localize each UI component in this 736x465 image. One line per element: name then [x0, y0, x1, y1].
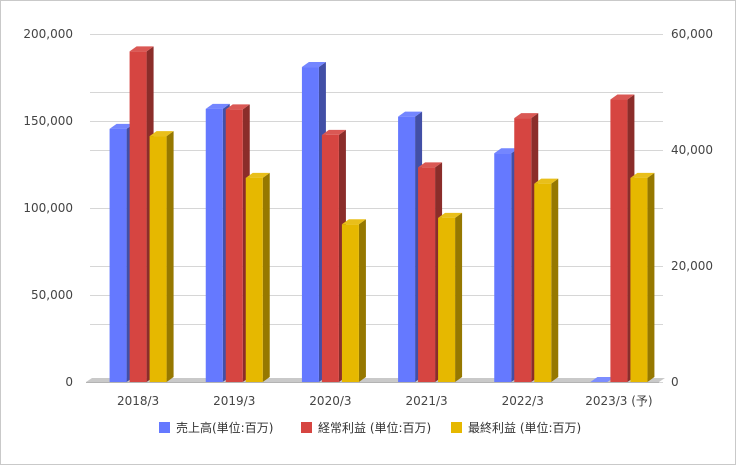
left-axis-tick-label: 150,000 [23, 114, 73, 128]
bar [590, 377, 615, 382]
bars [109, 46, 655, 383]
left-axis-ticks: 0 50,000 100,000 150,000 200,000 [23, 27, 73, 389]
bar-top [129, 46, 154, 52]
bar-top [245, 172, 270, 178]
left-axis-tick-label: 50,000 [31, 288, 73, 302]
legend-label: 最終利益 (単位:百万) [468, 420, 581, 435]
bar-front [438, 217, 456, 382]
bar-front [630, 177, 648, 382]
bar-top [205, 103, 230, 109]
bar-side [551, 178, 559, 382]
gridlines [90, 34, 663, 383]
bar-front [149, 136, 167, 382]
bar-front [534, 183, 552, 382]
bar-side [262, 172, 270, 382]
bar [630, 172, 655, 382]
right-axis-tick-label: 40,000 [671, 143, 713, 157]
legend-item[interactable]: 最終利益 (単位:百万) [451, 420, 581, 435]
bar-top [610, 94, 635, 100]
right-axis-ticks: 0 20,000 40,000 60,000 [671, 27, 713, 389]
bar-front [205, 108, 223, 382]
bar [438, 212, 463, 382]
bar-flat-top [590, 377, 615, 382]
x-axis-tick-label: 2021/3 [405, 394, 447, 408]
chart-floor [86, 378, 665, 383]
legend-swatch [159, 422, 170, 433]
bar-front [321, 134, 339, 382]
bar-top [321, 129, 346, 135]
bar-side [647, 172, 655, 382]
bar [341, 219, 366, 382]
x-axis-ticks: 2018/3 2019/3 2020/3 2021/3 2022/3 2023/3 (予) [117, 394, 653, 408]
left-axis-tick-label: 100,000 [23, 201, 73, 215]
bar-top [514, 113, 539, 119]
bar-front [494, 153, 512, 382]
left-axis-tick-label: 200,000 [23, 27, 73, 41]
right-axis-tick-label: 60,000 [671, 27, 713, 41]
bar-top [398, 111, 423, 117]
right-axis-tick-label: 20,000 [671, 259, 713, 273]
legend-item[interactable]: 経常利益 (単位:百万) [301, 420, 431, 435]
bar-top [109, 123, 134, 129]
bar-top [438, 212, 463, 218]
bar-front [129, 51, 147, 383]
legend-item[interactable]: 売上高(単位:百万) [159, 420, 273, 435]
bar [245, 172, 270, 382]
legend: 売上高(単位:百万) 経常利益 (単位:百万) 最終利益 (単位:百万) [159, 420, 581, 435]
bar [534, 178, 559, 382]
bar-side [358, 219, 366, 382]
right-axis-tick-label: 0 [671, 375, 679, 389]
bar-side [166, 131, 174, 382]
floor-plane [86, 378, 665, 382]
legend-swatch [301, 422, 312, 433]
bar-front [398, 116, 416, 383]
bar-top [534, 178, 559, 184]
bar-side [455, 212, 463, 382]
bar-top [630, 172, 655, 178]
bar-front [301, 67, 319, 382]
bar-top [225, 104, 250, 110]
bar-front [109, 128, 127, 382]
bar-front [225, 109, 243, 383]
bar-top [341, 219, 366, 225]
x-axis-tick-label: 2022/3 [502, 394, 544, 408]
bar-front [245, 177, 263, 382]
legend-swatch [451, 422, 462, 433]
x-axis-tick-label: 2023/3 (予) [585, 394, 652, 408]
legend-label: 経常利益 (単位:百万) [318, 420, 431, 435]
bar-front [418, 167, 436, 382]
legend-label: 売上高(単位:百万) [176, 420, 273, 435]
x-axis-tick-label: 2019/3 [213, 394, 255, 408]
x-axis-tick-label: 2018/3 [117, 394, 159, 408]
x-axis-tick-label: 2020/3 [309, 394, 351, 408]
bar-front [610, 99, 628, 382]
bar-top [149, 131, 174, 137]
bar-front [341, 224, 359, 382]
bar-top [418, 162, 443, 168]
bar-top [301, 62, 326, 68]
bar [149, 131, 174, 382]
bar-front [514, 118, 532, 382]
bar-top [494, 148, 519, 154]
left-axis-tick-label: 0 [65, 375, 73, 389]
